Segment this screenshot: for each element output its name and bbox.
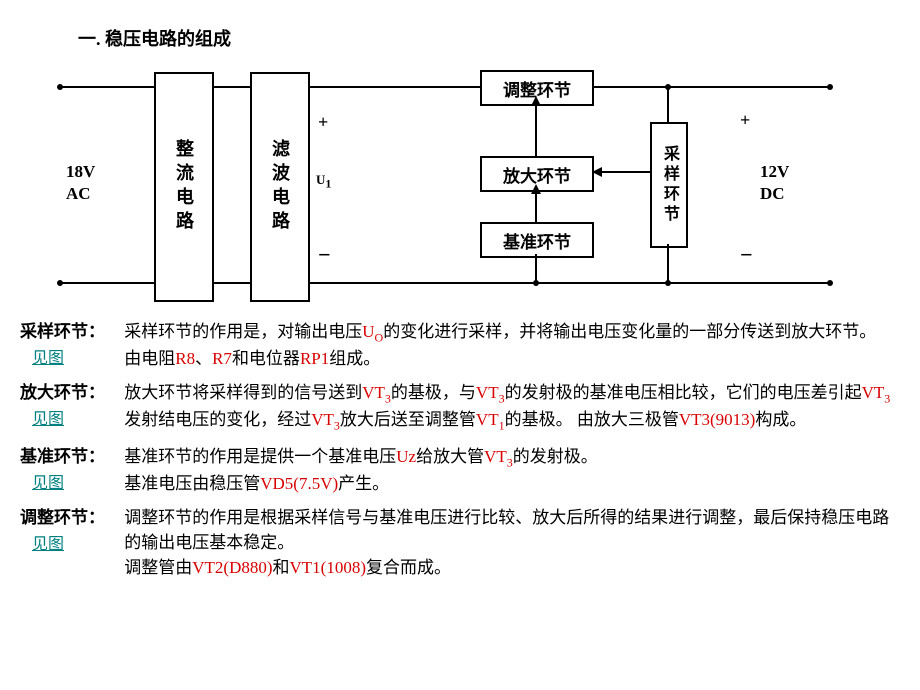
plus-out: + (740, 110, 750, 131)
adjust-text: 调整环节的作用是根据采样信号与基准电压进行比较、放大后所得的结果进行调整，最后保… (124, 506, 894, 580)
rectifier-block: 整流电路 (154, 72, 214, 302)
sample-heading: 采样环节： (20, 322, 105, 341)
amp-link[interactable]: 见图 (32, 408, 120, 431)
input-voltage: 18V (66, 162, 95, 182)
ref-text: 基准环节的作用是提供一个基准电压Uz给放大管VT3的发射极。 基准电压由稳压管V… (124, 445, 894, 496)
minus-u1: − (318, 242, 331, 268)
desc-sample: 采样环节： 见图 采样环节的作用是，对输出电压UO的变化进行采样，并将输出电压变… (20, 320, 900, 371)
output-voltage: 12V (760, 162, 789, 182)
desc-ref: 基准环节： 见图 基准环节的作用是提供一个基准电压Uz给放大管VT3的发射极。 … (20, 445, 900, 496)
sample-text: 采样环节的作用是，对输出电压UO的变化进行采样，并将输出电压变化量的一部分传送到… (124, 320, 894, 371)
u1-label: U1 (316, 172, 331, 192)
ref-block: 基准环节 (480, 222, 594, 258)
ref-link[interactable]: 见图 (32, 472, 120, 495)
desc-adjust: 调整环节： 见图 调整环节的作用是根据采样信号与基准电压进行比较、放大后所得的结… (20, 506, 900, 580)
adjust-link[interactable]: 见图 (32, 533, 120, 556)
amp-text: 放大环节将采样得到的信号送到VT3的基极，与VT3的发射极的基准电压相比较，它们… (124, 381, 894, 435)
minus-out: − (740, 242, 753, 268)
descriptions: 采样环节： 见图 采样环节的作用是，对输出电压UO的变化进行采样，并将输出电压变… (20, 320, 900, 590)
output-type: DC (760, 184, 785, 204)
section-title: 一. 稳压电路的组成 (78, 25, 231, 51)
plus-u1: + (318, 112, 328, 133)
input-type: AC (66, 184, 91, 204)
block-diagram: 18V AC 整流电路 滤波电路 + U1 − 调整环节 放大环节 基准环节 采… (60, 72, 880, 302)
desc-amp: 放大环节： 见图 放大环节将采样得到的信号送到VT3的基极，与VT3的发射极的基… (20, 381, 900, 435)
sample-link[interactable]: 见图 (32, 347, 120, 370)
ref-heading: 基准环节： (20, 447, 105, 466)
adjust-heading: 调整环节： (20, 508, 105, 527)
filter-block: 滤波电路 (250, 72, 310, 302)
amp-heading: 放大环节： (20, 383, 105, 402)
sample-block: 采样环节 (650, 122, 688, 248)
